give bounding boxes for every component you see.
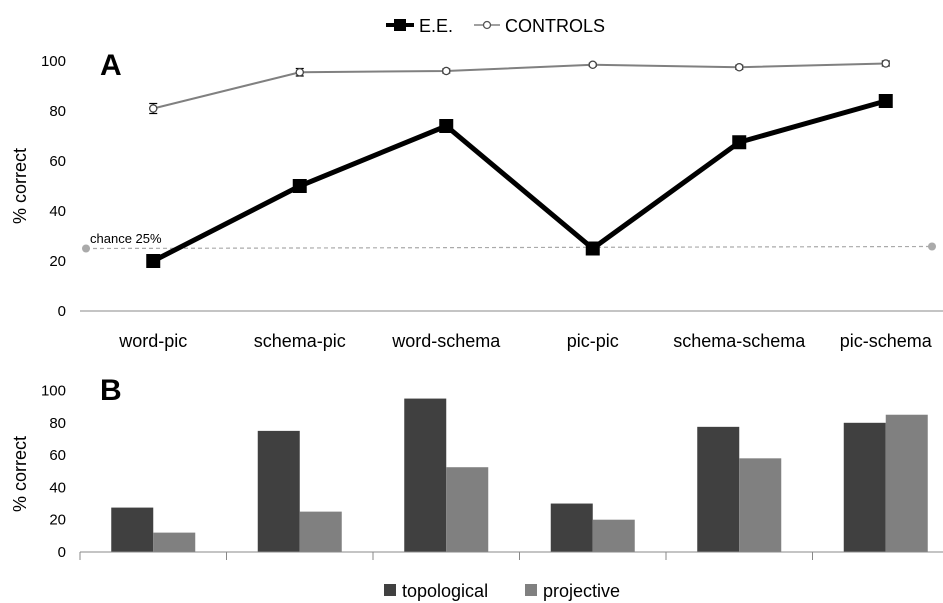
bar-topological-schema-pic xyxy=(257,430,300,552)
controls-point-2 xyxy=(441,66,451,76)
controls-point-4 xyxy=(735,63,744,72)
panel-b-y-tick-label: 80 xyxy=(49,415,66,432)
legend-marker-ee xyxy=(394,19,406,31)
legend-label-projective: projective xyxy=(543,581,620,601)
panel-b-y-tick-label: 20 xyxy=(49,512,66,529)
panel-a-x-category-label: schema-schema xyxy=(673,331,806,351)
bar-projective-pic-pic xyxy=(592,519,635,552)
panel-a-y-ticks: 0 20 40 60 80 100 xyxy=(41,53,66,320)
panel-a-y-tick-label: 0 xyxy=(58,303,66,320)
bar-projective-schema-pic xyxy=(299,511,342,552)
chance-reference-line xyxy=(85,245,933,250)
bar-projective-word-pic xyxy=(153,532,196,552)
legend-swatch-topological xyxy=(384,584,396,596)
controls-point-1 xyxy=(295,68,304,77)
panel-a-x-category-label: schema-pic xyxy=(254,331,346,351)
controls-point-0 xyxy=(148,104,158,113)
bar-topological-word-schema xyxy=(404,398,447,552)
panel-b-x-ticks xyxy=(79,552,813,560)
ee-series-line xyxy=(152,98,887,264)
legend-label-topological: topological xyxy=(402,581,488,601)
bar-topological-word-pic xyxy=(111,507,154,552)
bar-topological-schema-schema xyxy=(697,426,740,552)
panel-a-x-category-label: word-schema xyxy=(391,331,501,351)
panel-a-y-tick-label: 20 xyxy=(49,253,66,270)
panel-a-y-tick-label: 60 xyxy=(49,153,66,170)
panel-a-y-axis-label: % correct xyxy=(10,148,30,224)
panel-b-bars xyxy=(111,398,928,552)
chance-line-end-dot xyxy=(928,242,936,251)
bar-projective-pic-schema xyxy=(885,414,928,552)
panel-b-y-tick-label: 100 xyxy=(41,383,66,400)
panel-a-y-tick-label: 80 xyxy=(49,103,66,120)
controls-series-line xyxy=(153,62,886,110)
panel-b-y-axis-label: % correct xyxy=(10,436,30,512)
panel-a-x-category-label: word-pic xyxy=(118,331,187,351)
panel-b-y-tick-label: 60 xyxy=(49,447,66,464)
chance-label: chance 25% xyxy=(90,231,162,246)
ee-point-5 xyxy=(878,94,893,108)
panel-a-label: A xyxy=(100,49,122,82)
panel-b-y-ticks: 0 20 40 60 80 100 xyxy=(41,383,66,562)
panel-b-bar-chart: B % correct 0 20 40 60 80 100 xyxy=(10,374,943,561)
panel-a-series xyxy=(146,59,893,268)
chance-line-start-dot xyxy=(82,244,90,253)
panel-a-x-categories: word-pic schema-pic word-schema pic-pic sche… xyxy=(118,331,933,351)
legend-swatch-projective xyxy=(525,584,537,596)
legend-label-controls: CONTROLS xyxy=(505,16,605,36)
bar-projective-schema-schema xyxy=(739,458,782,552)
legend-marker-controls xyxy=(482,20,492,30)
ee-point-1 xyxy=(292,179,307,193)
panel-a-y-tick-label: 40 xyxy=(49,203,66,220)
panel-a-line-chart: A % correct 0 20 40 60 80 100 word-pic schema-… xyxy=(10,49,943,351)
ee-point-0 xyxy=(146,254,161,268)
legend-label-ee: E.E. xyxy=(419,16,453,36)
ee-point-3 xyxy=(585,241,600,256)
panel-a-x-category-label: pic-pic xyxy=(567,331,619,351)
controls-point-5 xyxy=(881,59,891,68)
ee-point-2 xyxy=(439,119,454,133)
panel-a-chance-line: chance 25% xyxy=(82,231,936,253)
legend-bottom: topological projective xyxy=(384,581,620,601)
bar-topological-pic-schema xyxy=(843,422,886,552)
panel-b-label: B xyxy=(100,374,122,407)
panel-b-y-tick-label: 0 xyxy=(58,544,66,561)
ee-point-4 xyxy=(732,135,747,150)
panel-b-y-tick-label: 40 xyxy=(49,479,66,496)
bar-topological-pic-pic xyxy=(550,503,593,552)
panel-a-x-category-label: pic-schema xyxy=(840,331,933,351)
legend-top: E.E. CONTROLS xyxy=(386,16,605,36)
bar-projective-word-schema xyxy=(446,467,489,552)
panel-a-y-tick-label: 100 xyxy=(41,53,66,70)
controls-point-3 xyxy=(588,60,598,70)
